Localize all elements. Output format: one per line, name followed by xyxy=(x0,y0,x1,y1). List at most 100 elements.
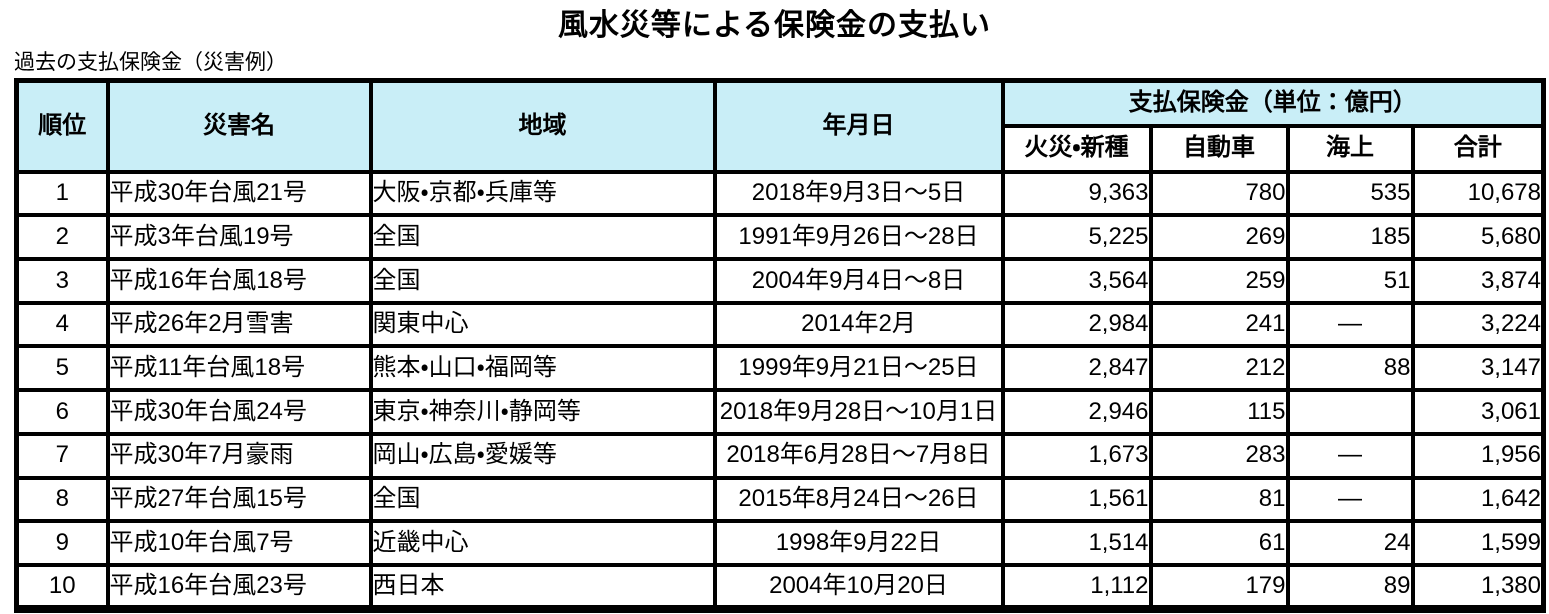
auto-amount-cell: 81 xyxy=(1148,475,1290,524)
marine-amount-cell: — xyxy=(1285,475,1415,524)
payment-table: 順位 災害名 地域 年月日 支払保険金（単位：億円） 火災・新種 自動車 海上 … xyxy=(14,78,1546,613)
table-row: 2 平成3年台風19号 全国 1991年9月26日～28日 5,225 269 185 5,6… xyxy=(14,213,1546,262)
auto-amount-cell: 259 xyxy=(1148,257,1290,305)
fire-newtype-amount-cell: 9,363 xyxy=(1000,169,1153,218)
disaster-name-cell: 平成27年台風15号 xyxy=(105,475,373,524)
disaster-name-cell: 平成16年台風23号 xyxy=(105,562,373,611)
column-header-payment-group: 支払保険金（単位：億円） xyxy=(1000,78,1546,128)
disaster-name-cell: 平成3年台風19号 xyxy=(105,213,373,262)
disaster-name-cell: 平成16年台風18号 xyxy=(105,257,373,305)
date-cell: 2004年9月4日～8日 xyxy=(712,257,1005,305)
column-header-disaster: 災害名 xyxy=(105,78,373,174)
disaster-name-cell: 平成26年2月雪害 xyxy=(105,300,373,349)
region-cell: 熊本・山口・福岡等 xyxy=(368,344,717,393)
fire-newtype-amount-cell: 1,112 xyxy=(1000,562,1153,611)
fire-newtype-amount-cell: 2,847 xyxy=(1000,344,1153,393)
column-header-region: 地域 xyxy=(368,78,717,174)
auto-amount-cell: 780 xyxy=(1148,169,1290,218)
table-row: 6 平成30年台風24号 東京・神奈川・静岡等 2018年9月28日～10月1日 2,9… xyxy=(14,388,1546,436)
table-row: 1 平成30年台風21号 大阪・京都・兵庫等 2018年9月3日～5日 9,363 780… xyxy=(14,169,1546,218)
total-amount-cell: 3,147 xyxy=(1410,344,1546,393)
auto-amount-cell: 269 xyxy=(1148,213,1290,262)
fire-newtype-amount-cell: 2,946 xyxy=(1000,388,1153,436)
rank-cell: 10 xyxy=(14,562,110,611)
marine-amount-cell: 88 xyxy=(1285,344,1415,393)
subtitle: 過去の支払保険金（災害例） xyxy=(14,51,287,74)
table-row: 9 平成10年台風7号 近畿中心 1998年9月22日 1,514 61 24 1,599 xyxy=(14,519,1546,567)
auto-amount-cell: 179 xyxy=(1148,562,1290,611)
disaster-name-cell: 平成10年台風7号 xyxy=(105,519,373,567)
rank-cell: 1 xyxy=(14,169,110,218)
total-amount-cell: 5,680 xyxy=(1410,213,1546,262)
auto-amount-cell: 61 xyxy=(1148,519,1290,567)
date-cell: 1999年9月21日～25日 xyxy=(712,344,1005,393)
column-header-date: 年月日 xyxy=(712,78,1005,174)
auto-amount-cell: 212 xyxy=(1148,344,1290,393)
column-header-total: 合計 xyxy=(1410,123,1546,174)
disaster-name-cell: 平成30年7月豪雨 xyxy=(105,431,373,480)
total-amount-cell: 1,956 xyxy=(1410,431,1546,480)
column-header-auto: 自動車 xyxy=(1148,123,1290,174)
page-title: 風水災等による保険金の支払い xyxy=(557,9,992,42)
rank-cell: 5 xyxy=(14,344,110,393)
region-cell: 岡山・広島・愛媛等 xyxy=(368,431,717,480)
fire-newtype-amount-cell: 3,564 xyxy=(1000,257,1153,305)
table-body: 1 平成30年台風21号 大阪・京都・兵庫等 2018年9月3日～5日 9,363 780… xyxy=(14,169,1546,611)
auto-amount-cell: 115 xyxy=(1148,388,1290,436)
region-cell: 関東中心 xyxy=(368,300,717,349)
column-header-fire-newtype: 火災・新種 xyxy=(1000,123,1153,174)
column-header-marine: 海上 xyxy=(1285,123,1415,174)
marine-amount-cell xyxy=(1285,388,1415,436)
table-row: 3 平成16年台風18号 全国 2004年9月4日～8日 3,564 259 51 3,874 xyxy=(14,257,1546,305)
marine-amount-cell: 89 xyxy=(1285,562,1415,611)
date-cell: 1998年9月22日 xyxy=(712,519,1005,567)
date-cell: 2004年10月20日 xyxy=(712,562,1005,611)
rank-cell: 2 xyxy=(14,213,110,262)
date-cell: 2014年2月 xyxy=(712,300,1005,349)
marine-amount-cell: 51 xyxy=(1285,257,1415,305)
marine-amount-cell: 535 xyxy=(1285,169,1415,218)
total-amount-cell: 3,061 xyxy=(1410,388,1546,436)
total-amount-cell: 1,599 xyxy=(1410,519,1546,567)
table-row: 8 平成27年台風15号 全国 2015年8月24日～26日 1,561 81—1,642 xyxy=(14,475,1546,524)
marine-amount-cell: 185 xyxy=(1285,213,1415,262)
disaster-name-cell: 平成11年台風18号 xyxy=(105,344,373,393)
date-cell: 2018年6月28日～7月8日 xyxy=(712,431,1005,480)
rank-cell: 4 xyxy=(14,300,110,349)
total-amount-cell: 10,678 xyxy=(1410,169,1546,218)
region-cell: 全国 xyxy=(368,213,717,262)
region-cell: 大阪・京都・兵庫等 xyxy=(368,169,717,218)
marine-amount-cell: — xyxy=(1285,300,1415,349)
disaster-name-cell: 平成30年台風21号 xyxy=(105,169,373,218)
fire-newtype-amount-cell: 2,984 xyxy=(1000,300,1153,349)
table-row: 4 平成26年2月雪害 関東中心 2014年2月 2,984 241—3,224 xyxy=(14,300,1546,349)
total-amount-cell: 3,874 xyxy=(1410,257,1546,305)
date-cell: 2018年9月28日～10月1日 xyxy=(712,388,1005,436)
table-row: 10 平成16年台風23号 西日本 2004年10月20日 1,112 179 89 1,38… xyxy=(14,562,1546,611)
date-cell: 1991年9月26日～28日 xyxy=(712,213,1005,262)
fire-newtype-amount-cell: 1,561 xyxy=(1000,475,1153,524)
auto-amount-cell: 241 xyxy=(1148,300,1290,349)
region-cell: 西日本 xyxy=(368,562,717,611)
rank-cell: 8 xyxy=(14,475,110,524)
table-row: 7 平成30年7月豪雨 岡山・広島・愛媛等 2018年6月28日～7月8日 1,673 2… xyxy=(14,431,1546,480)
rank-cell: 6 xyxy=(14,388,110,436)
disaster-name-cell: 平成30年台風24号 xyxy=(105,388,373,436)
fire-newtype-amount-cell: 5,225 xyxy=(1000,213,1153,262)
column-header-rank: 順位 xyxy=(14,78,110,174)
rank-cell: 3 xyxy=(14,257,110,305)
marine-amount-cell: 24 xyxy=(1285,519,1415,567)
region-cell: 東京・神奈川・静岡等 xyxy=(368,388,717,436)
auto-amount-cell: 283 xyxy=(1148,431,1290,480)
fire-newtype-amount-cell: 1,673 xyxy=(1000,431,1153,480)
table-row: 5 平成11年台風18号 熊本・山口・福岡等 1999年9月21日～25日 2,847 2… xyxy=(14,344,1546,393)
rank-cell: 9 xyxy=(14,519,110,567)
fire-newtype-amount-cell: 1,514 xyxy=(1000,519,1153,567)
total-amount-cell: 1,642 xyxy=(1410,475,1546,524)
total-amount-cell: 3,224 xyxy=(1410,300,1546,349)
rank-cell: 7 xyxy=(14,431,110,480)
region-cell: 近畿中心 xyxy=(368,519,717,567)
marine-amount-cell: — xyxy=(1285,431,1415,480)
region-cell: 全国 xyxy=(368,475,717,524)
date-cell: 2018年9月3日～5日 xyxy=(712,169,1005,218)
